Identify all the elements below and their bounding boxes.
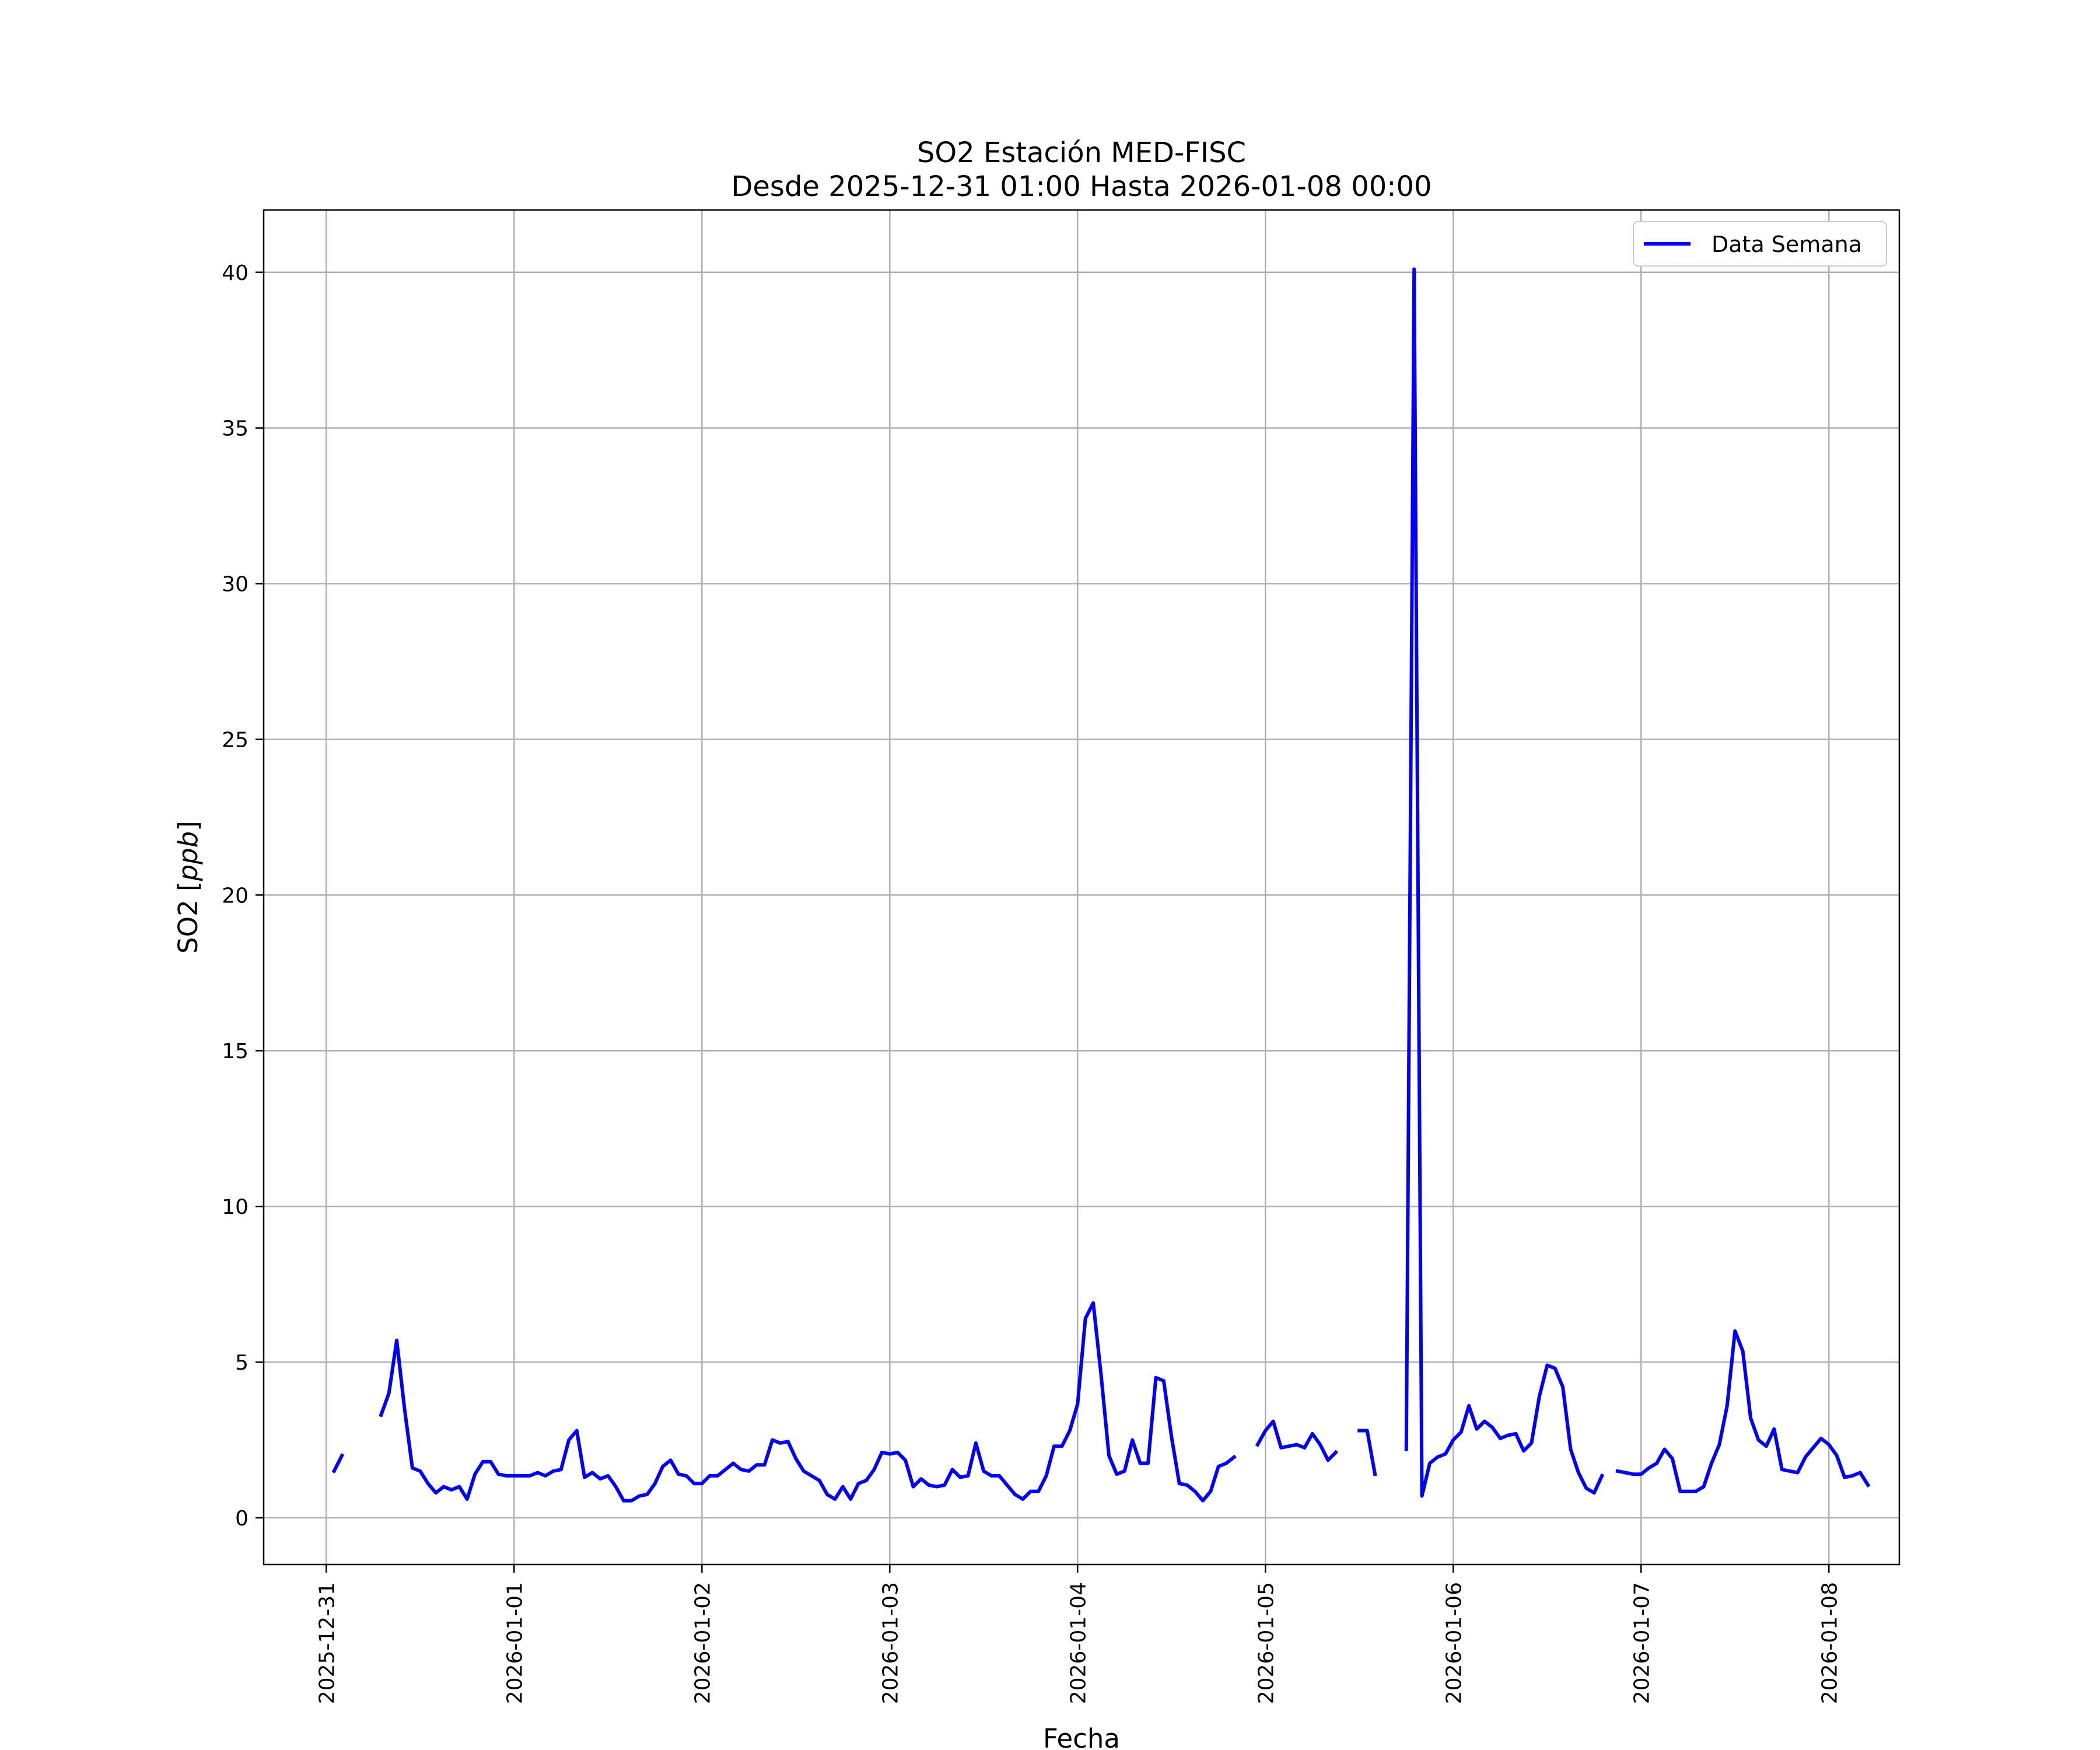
x-tick-label: 2026-01-04 — [1066, 1582, 1090, 1704]
x-tick-label: 2026-01-07 — [1630, 1582, 1654, 1704]
y-tick-label: 35 — [222, 417, 249, 441]
series-data-semana — [331, 267, 1871, 1503]
chart-title: SO2 Estación MED-FISC — [917, 136, 1246, 169]
y-tick-label: 40 — [222, 261, 249, 285]
plot-frame — [262, 209, 1901, 1566]
x-tick-label: 2025-12-31 — [315, 1582, 339, 1704]
axis-ticks: 2025-12-31 2026-01-01 2026-01-02 2026-01-03… — [222, 261, 1842, 1704]
y-tick-label: 5 — [235, 1351, 249, 1375]
x-axis-label: Fecha — [1043, 1723, 1120, 1750]
y-tick-label: 15 — [222, 1040, 249, 1063]
y-tick-label: 0 — [235, 1507, 249, 1531]
chart-subtitle: Desde 2025-12-31 01:00 Hasta 2026-01-08 … — [731, 170, 1432, 203]
y-axis-label-unit: ppb — [173, 831, 204, 882]
legend: Data Semana — [1633, 221, 1887, 267]
y-tick-label: 10 — [222, 1195, 249, 1219]
x-tick-label: 2026-01-06 — [1442, 1582, 1466, 1704]
x-tick-label: 2026-01-05 — [1254, 1582, 1278, 1704]
series-line-data-semana — [331, 267, 1871, 1503]
x-tick-label: 2026-01-03 — [878, 1582, 902, 1704]
y-axis-label-main: SO2 [ — [173, 881, 204, 953]
y-axis-label-close: ] — [173, 821, 204, 831]
x-tick-label: 2026-01-08 — [1818, 1582, 1842, 1704]
y-tick-label: 20 — [222, 884, 249, 908]
y-tick-label: 25 — [222, 728, 249, 752]
x-tick-label: 2026-01-01 — [503, 1582, 527, 1704]
legend-box — [1633, 221, 1887, 267]
legend-label-data-semana: Data Semana — [1712, 232, 1862, 257]
y-axis-label: SO2 [ppb] — [173, 821, 204, 954]
x-tick-label: 2026-01-02 — [691, 1582, 715, 1704]
y-tick-label: 30 — [222, 573, 249, 597]
